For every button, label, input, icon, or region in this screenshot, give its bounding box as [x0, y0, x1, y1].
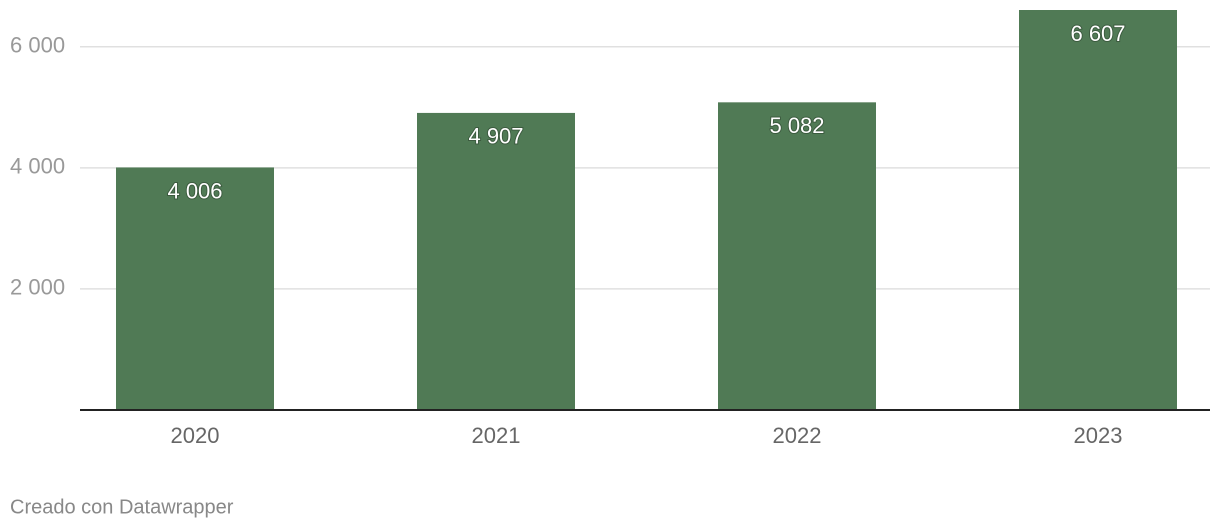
- credit: Creado con Datawrapper: [10, 496, 234, 518]
- y-tick-label: 2 000: [10, 275, 65, 300]
- x-tick-label: 2022: [773, 423, 822, 448]
- bar: [1019, 10, 1177, 410]
- value-label: 6 607: [1070, 21, 1125, 46]
- x-tick-label: 2023: [1074, 423, 1123, 448]
- y-tick-label: 6 000: [10, 33, 65, 58]
- y-tick-label: 4 000: [10, 154, 65, 179]
- value-label: 4 006: [167, 178, 222, 203]
- value-label: 4 907: [468, 124, 523, 149]
- x-tick-label: 2020: [171, 423, 220, 448]
- x-tick-label: 2021: [472, 423, 521, 448]
- bar: [417, 112, 575, 410]
- value-label: 5 082: [769, 113, 824, 138]
- bar: [116, 167, 274, 410]
- bar: [718, 102, 876, 410]
